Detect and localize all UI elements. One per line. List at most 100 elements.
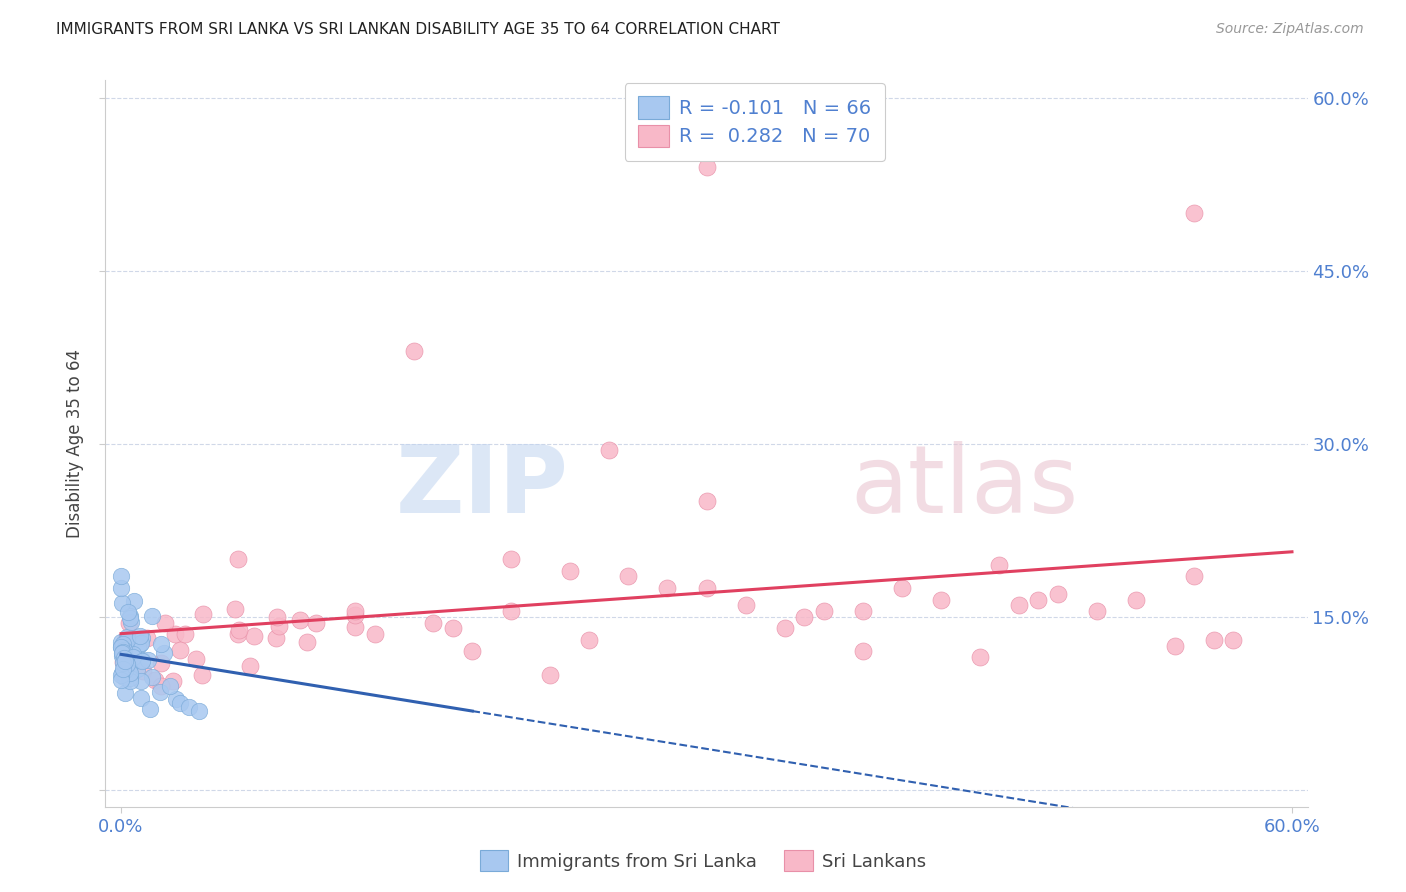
Point: [402, 344, 425, 359]
Point: [117, 633, 139, 648]
Point: [150, 637, 173, 651]
Point: [129, 637, 152, 651]
Text: IMMIGRANTS FROM SRI LANKA VS SRI LANKAN DISABILITY AGE 35 TO 64 CORRELATION CHAR: IMMIGRANTS FROM SRI LANKA VS SRI LANKAN …: [56, 22, 780, 37]
Point: [558, 564, 581, 578]
Point: [228, 623, 250, 637]
Point: [111, 648, 134, 663]
Point: [111, 662, 134, 676]
Point: [153, 615, 176, 630]
Point: [112, 670, 135, 684]
Point: [657, 581, 679, 595]
Point: [110, 673, 132, 688]
Point: [129, 674, 152, 689]
Y-axis label: Disability Age 35 to 64: Disability Age 35 to 64: [66, 350, 84, 538]
Point: [1008, 599, 1031, 613]
Point: [122, 650, 145, 665]
Point: [578, 632, 600, 647]
Point: [1182, 206, 1205, 220]
Point: [1222, 632, 1244, 647]
Point: [344, 604, 367, 618]
Point: [852, 604, 875, 618]
Point: [1026, 592, 1049, 607]
Point: [243, 629, 266, 643]
Point: [110, 646, 132, 660]
Point: [117, 660, 139, 674]
Point: [696, 494, 718, 508]
Point: [501, 552, 523, 566]
Point: [129, 629, 152, 643]
Point: [117, 606, 139, 620]
Point: [141, 670, 163, 684]
Point: [1202, 632, 1225, 647]
Point: [132, 664, 155, 678]
Point: [141, 608, 163, 623]
Point: [114, 654, 136, 668]
Point: [118, 609, 141, 624]
Point: [120, 671, 142, 685]
Point: [344, 607, 367, 622]
Point: [190, 668, 212, 682]
Point: [110, 667, 132, 681]
Point: [118, 648, 141, 662]
Point: [163, 627, 186, 641]
Point: [136, 632, 159, 646]
Point: [179, 699, 201, 714]
Point: [114, 686, 136, 700]
Point: [1182, 569, 1205, 583]
Point: [152, 646, 174, 660]
Point: [120, 657, 142, 671]
Point: [115, 631, 138, 645]
Point: [188, 705, 211, 719]
Point: [813, 604, 835, 618]
Point: [1125, 592, 1147, 607]
Point: [364, 627, 387, 641]
Point: [118, 616, 141, 631]
Point: [441, 621, 464, 635]
Point: [1164, 639, 1187, 653]
Point: [112, 644, 135, 658]
Point: [129, 690, 152, 705]
Point: [112, 643, 135, 657]
Point: [122, 647, 145, 661]
Point: [131, 653, 153, 667]
Point: [1085, 604, 1108, 618]
Point: [461, 644, 484, 658]
Text: ZIP: ZIP: [395, 442, 568, 533]
Point: [114, 663, 136, 677]
Point: [224, 602, 246, 616]
Point: [118, 673, 141, 688]
Point: [266, 610, 288, 624]
Point: [174, 627, 197, 641]
Point: [118, 665, 141, 680]
Point: [115, 657, 138, 672]
Legend: R = -0.101   N = 66, R =  0.282   N = 70: R = -0.101 N = 66, R = 0.282 N = 70: [624, 83, 884, 161]
Point: [598, 442, 620, 457]
Text: atlas: atlas: [851, 442, 1078, 533]
Point: [114, 668, 136, 682]
Point: [120, 611, 142, 625]
Point: [288, 613, 311, 627]
Point: [120, 665, 142, 680]
Point: [112, 642, 135, 657]
Point: [131, 632, 153, 646]
Point: [267, 618, 290, 632]
Point: [186, 651, 208, 665]
Point: [111, 596, 134, 610]
Point: [111, 638, 134, 652]
Point: [890, 581, 912, 595]
Point: [129, 636, 152, 650]
Point: [122, 594, 145, 608]
Point: [969, 650, 991, 665]
Point: [793, 610, 815, 624]
Point: [773, 621, 796, 635]
Point: [111, 656, 134, 670]
Point: [131, 653, 153, 667]
Point: [139, 702, 162, 716]
Point: [136, 653, 159, 667]
Point: [110, 640, 132, 654]
Point: [127, 663, 149, 677]
Point: [112, 645, 135, 659]
Point: [114, 651, 136, 665]
Point: [118, 637, 141, 651]
Point: [149, 679, 172, 693]
